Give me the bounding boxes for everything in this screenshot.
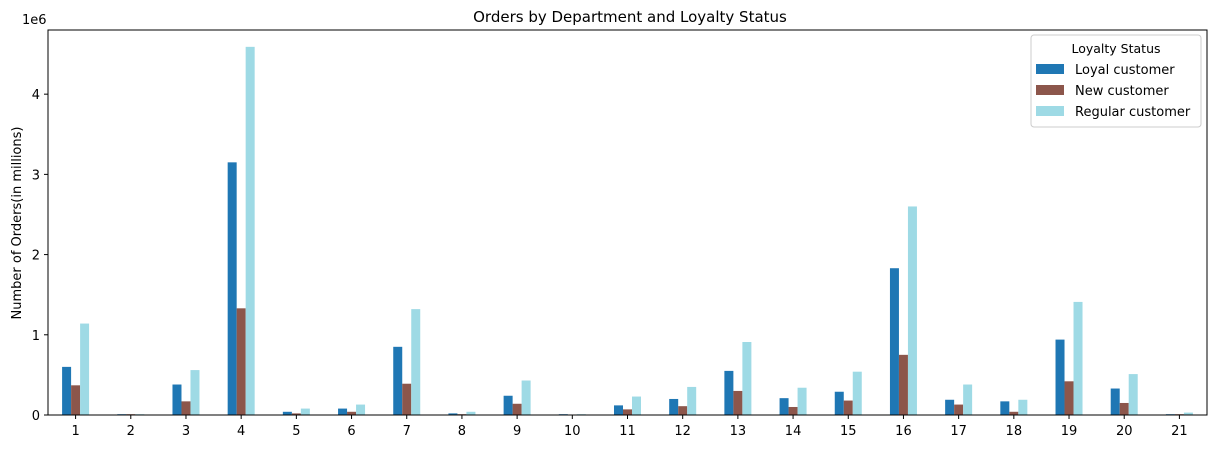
bar-regular-customer-1: [80, 324, 89, 415]
bar-new-customer-15: [844, 401, 853, 415]
legend-title: Loyalty Status: [1071, 41, 1160, 56]
bar-loyal-customer-3: [172, 385, 181, 415]
x-tick-label: 2: [127, 424, 135, 439]
bar-regular-customer-5: [301, 409, 310, 415]
bar-new-customer-9: [513, 404, 522, 415]
bar-regular-customer-12: [687, 387, 696, 415]
x-tick-label: 11: [619, 424, 636, 439]
y-tick-label: 3: [32, 168, 40, 183]
bar-loyal-customer-20: [1111, 389, 1120, 415]
x-tick-label: 7: [403, 424, 411, 439]
y-axis-offset-label: 1e6: [22, 13, 47, 28]
legend-label: New customer: [1075, 84, 1169, 99]
x-tick-label: 3: [182, 424, 190, 439]
x-tick-label: 18: [1006, 424, 1023, 439]
x-tick-label: 15: [840, 424, 857, 439]
bar-loyal-customer-17: [945, 400, 954, 415]
bar-loyal-customer-4: [228, 162, 237, 415]
bar-regular-customer-3: [190, 370, 199, 415]
bar-new-customer-1: [71, 385, 80, 415]
bar-regular-customer-6: [356, 405, 365, 415]
x-tick-label: 5: [292, 424, 300, 439]
bar-regular-customer-17: [963, 385, 972, 415]
x-tick-label: 1: [71, 424, 79, 439]
bar-regular-customer-9: [522, 381, 531, 415]
y-tick-label: 1: [32, 329, 40, 344]
y-tick-label: 0: [32, 409, 40, 424]
bar-regular-customer-16: [908, 206, 917, 415]
legend-swatch: [1036, 106, 1064, 116]
bar-new-customer-3: [181, 401, 190, 415]
bar-regular-customer-7: [411, 309, 420, 415]
bar-regular-customer-11: [632, 397, 641, 415]
x-tick-label: 4: [237, 424, 245, 439]
bar-new-customer-13: [733, 391, 742, 415]
x-tick-label: 21: [1171, 424, 1188, 439]
chart-title: Orders by Department and Loyalty Status: [473, 8, 787, 26]
y-tick-label: 4: [32, 88, 40, 103]
legend: Loyalty Status Loyal customer New customer…: [1031, 35, 1201, 127]
x-tick-label: 14: [785, 424, 802, 439]
bar-regular-customer-4: [246, 47, 255, 415]
bar-new-customer-19: [1065, 381, 1074, 415]
bar-new-customer-17: [954, 405, 963, 415]
bar-new-customer-11: [623, 409, 632, 415]
bar-new-customer-20: [1120, 403, 1129, 415]
bar-loyal-customer-1: [62, 367, 71, 415]
bar-loyal-customer-18: [1000, 401, 1009, 415]
x-tick-label: 19: [1061, 424, 1078, 439]
bar-regular-customer-20: [1129, 374, 1138, 415]
bar-loyal-customer-6: [338, 409, 347, 415]
x-tick-label: 6: [347, 424, 355, 439]
x-tick-label: 13: [730, 424, 747, 439]
bar-loyal-customer-15: [835, 392, 844, 415]
bar-loyal-customer-14: [780, 398, 789, 415]
bar-new-customer-16: [899, 355, 908, 415]
bar-loyal-customer-16: [890, 268, 899, 415]
bar-new-customer-12: [678, 406, 687, 415]
x-tick-label: 17: [950, 424, 967, 439]
bar-regular-customer-15: [853, 372, 862, 415]
bar-regular-customer-14: [798, 388, 807, 415]
bar-regular-customer-18: [1018, 400, 1027, 415]
bar-regular-customer-13: [742, 342, 751, 415]
x-tick-label: 9: [513, 424, 521, 439]
x-tick-label: 12: [674, 424, 691, 439]
bar-new-customer-7: [402, 384, 411, 415]
bar-new-customer-14: [789, 407, 798, 415]
bar-new-customer-4: [237, 308, 246, 415]
legend-swatch: [1036, 64, 1064, 74]
bars-group: [62, 47, 1193, 415]
bar-regular-customer-19: [1074, 302, 1083, 415]
bar-loyal-customer-13: [724, 371, 733, 415]
legend-label: Loyal customer: [1075, 63, 1175, 78]
legend-label: Regular customer: [1075, 105, 1191, 120]
y-tick-label: 2: [32, 249, 40, 264]
x-tick-label: 16: [895, 424, 912, 439]
legend-swatch: [1036, 85, 1064, 95]
x-tick-label: 20: [1116, 424, 1133, 439]
x-tick-label: 10: [564, 424, 581, 439]
bar-loyal-customer-12: [669, 399, 678, 415]
bar-loyal-customer-11: [614, 405, 623, 415]
bar-loyal-customer-9: [504, 396, 513, 415]
x-tick-label: 8: [458, 424, 466, 439]
bar-loyal-customer-19: [1056, 340, 1065, 415]
bar-loyal-customer-7: [393, 347, 402, 415]
y-axis-label: Number of Orders(in millions): [10, 127, 25, 320]
